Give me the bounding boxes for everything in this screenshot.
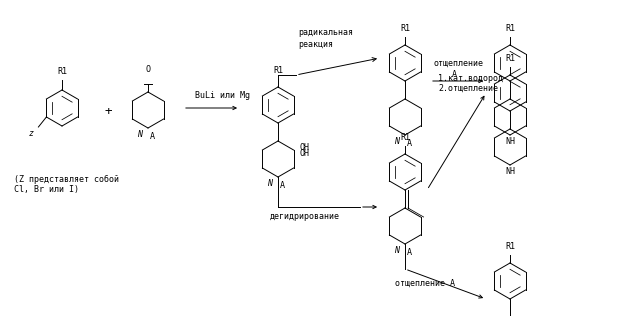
Text: отщепление А: отщепление А [395, 279, 455, 288]
Text: радикальная: радикальная [298, 28, 353, 37]
Text: A: A [407, 248, 412, 257]
Text: OH: OH [299, 143, 309, 151]
Text: O: O [145, 65, 150, 74]
Text: R1: R1 [400, 133, 410, 142]
Text: R1: R1 [400, 24, 410, 33]
Text: R1: R1 [505, 54, 515, 63]
Text: отщепление: отщепление [434, 59, 484, 68]
Text: N: N [394, 137, 399, 146]
Text: 2.отщепление: 2.отщепление [438, 84, 498, 93]
Text: NH: NH [505, 167, 515, 176]
Text: +: + [104, 105, 112, 118]
Text: R1: R1 [57, 67, 67, 76]
Text: А: А [452, 70, 457, 79]
Text: NH: NH [505, 137, 515, 146]
Text: OH: OH [300, 149, 310, 159]
Text: BuLi или Mg: BuLi или Mg [195, 91, 250, 100]
Text: N: N [394, 246, 399, 255]
Text: A: A [280, 181, 285, 190]
Text: 1.кат.водород: 1.кат.водород [438, 74, 503, 83]
Text: (Z представляет собой
Cl, Br или I): (Z представляет собой Cl, Br или I) [14, 175, 119, 194]
Text: R1: R1 [505, 242, 515, 251]
Text: A: A [150, 132, 155, 141]
Text: R1: R1 [505, 24, 515, 33]
Text: A: A [407, 139, 412, 148]
Text: z: z [28, 129, 33, 138]
Text: N: N [137, 130, 142, 139]
Text: дегидрирование: дегидрирование [270, 212, 340, 221]
Text: R1: R1 [273, 66, 283, 75]
Text: реакция: реакция [298, 40, 333, 49]
Text: N: N [267, 179, 272, 188]
